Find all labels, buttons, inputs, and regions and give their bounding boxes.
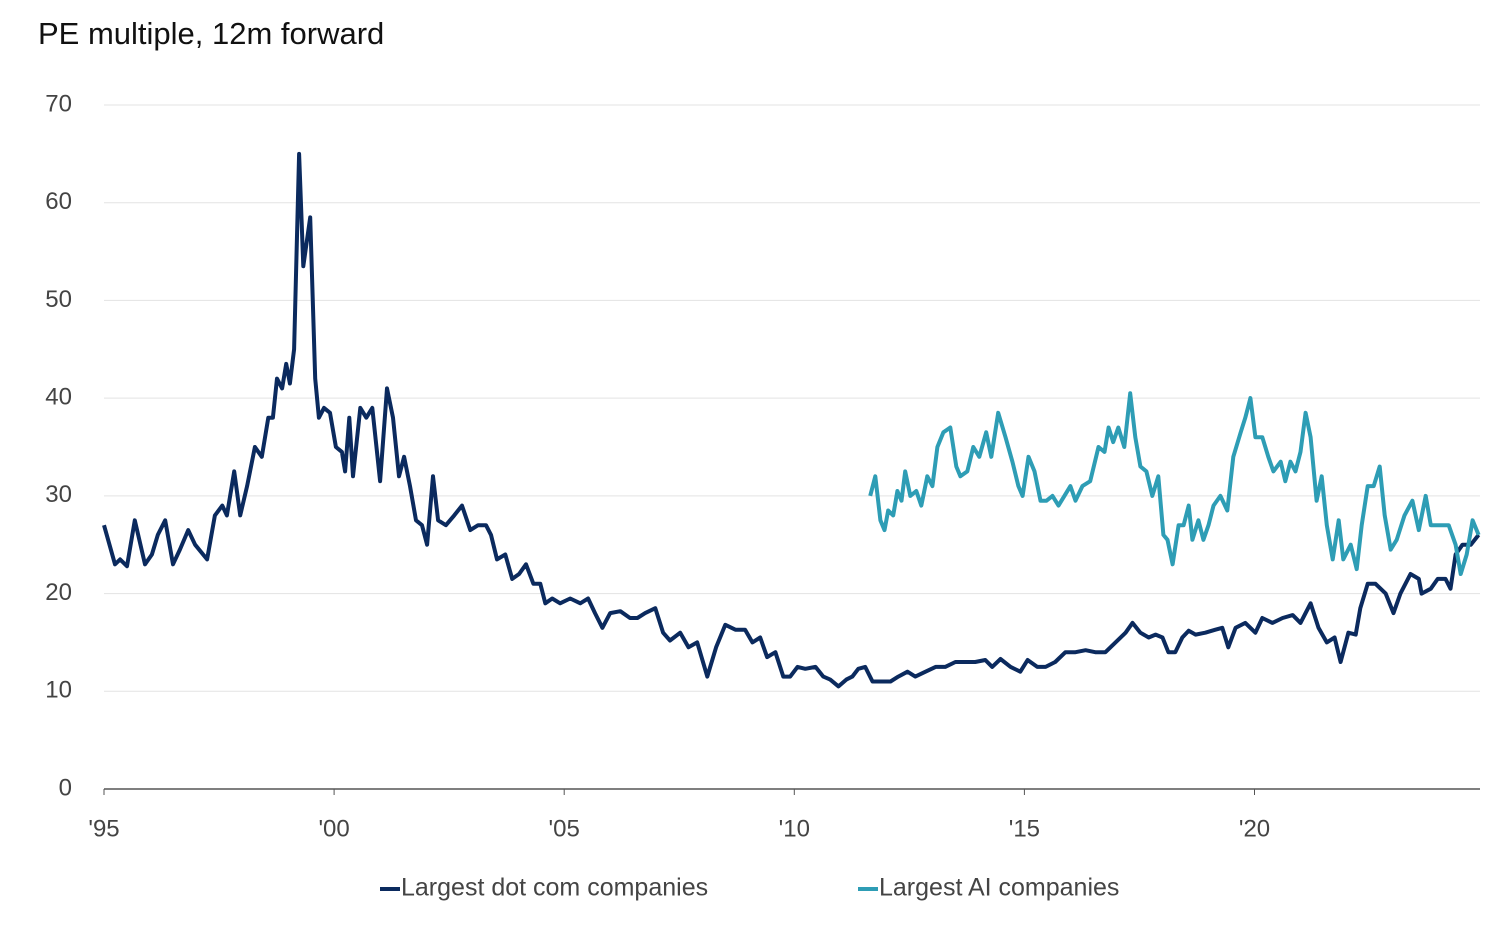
- y-tick-label: 60: [45, 188, 72, 215]
- y-tick-label: 50: [45, 286, 72, 313]
- y-tick-label: 40: [45, 383, 72, 410]
- x-tick-label: '05: [549, 815, 580, 842]
- y-tick-label: 20: [45, 579, 72, 606]
- x-tick-label: '10: [779, 815, 810, 842]
- x-tick-label: '95: [88, 815, 119, 842]
- x-tick-label: '00: [318, 815, 349, 842]
- series-line: [868, 391, 1481, 576]
- x-tick-label: '15: [1009, 815, 1040, 842]
- y-tick-label: 30: [45, 481, 72, 508]
- y-tick-label: 10: [45, 677, 72, 704]
- chart-title: PE multiple, 12m forward: [38, 16, 384, 51]
- legend-label: Largest AI companies: [879, 874, 1119, 902]
- y-tick-label: 70: [45, 90, 72, 117]
- x-tick-label: '20: [1239, 815, 1270, 842]
- series-line: [102, 151, 1481, 689]
- y-tick-label: 0: [59, 774, 72, 801]
- legend-label: Largest dot com companies: [401, 874, 708, 902]
